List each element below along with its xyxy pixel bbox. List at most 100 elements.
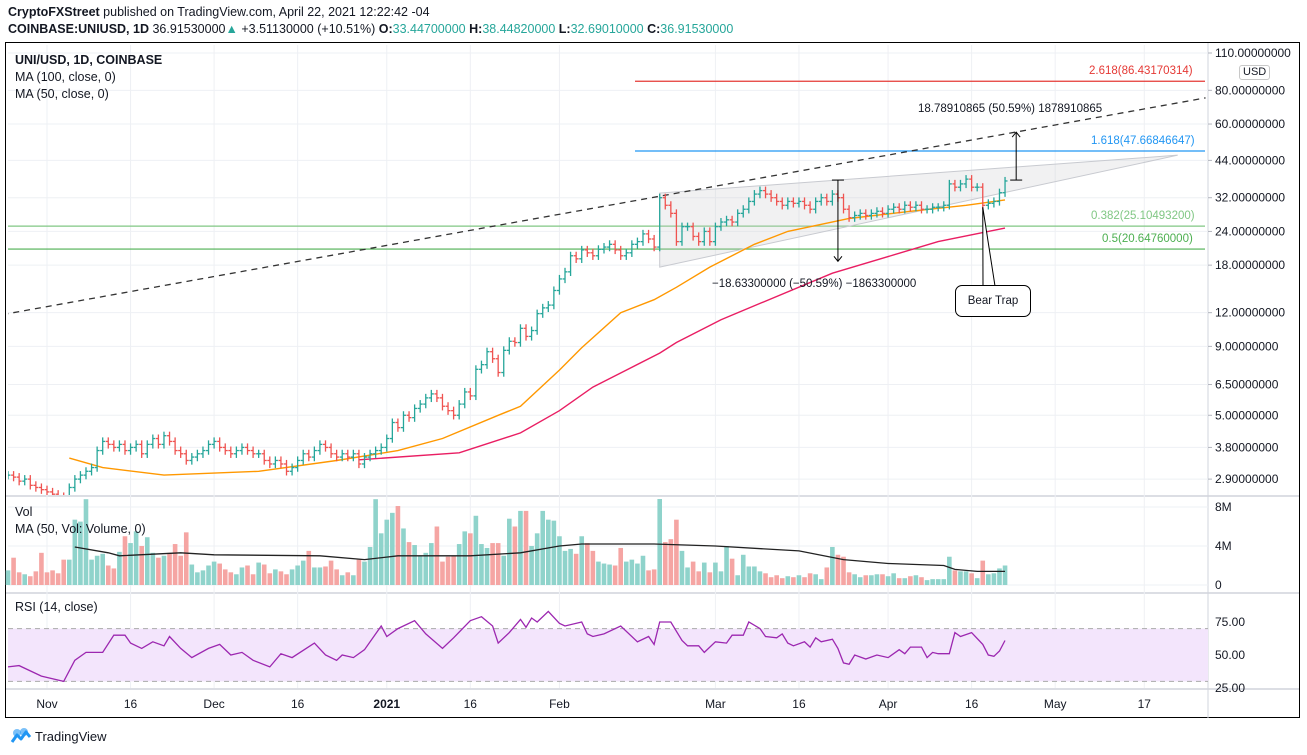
ohlc-bar: [941, 201, 947, 212]
ohlc-bar: [111, 440, 117, 452]
volume-bar: [323, 566, 328, 585]
measure-down-label: −18.63300000 (−50.59%) −1863300000: [712, 278, 917, 290]
volume-bar: [902, 578, 908, 585]
ohlc-bar: [774, 193, 780, 206]
volume-bar: [273, 569, 278, 585]
volume-bar: [629, 559, 635, 585]
price-pane: [8, 80, 1206, 495]
volume-bar: [640, 555, 646, 585]
ohlc-bar: [467, 387, 473, 401]
volume-bar: [512, 526, 518, 585]
ohlc-bar: [985, 199, 991, 210]
legend-ma100[interactable]: MA (100, close, 0): [15, 70, 116, 84]
volume-bar: [796, 575, 802, 585]
close-value: 36.91530000: [660, 22, 734, 36]
legend-rsi[interactable]: RSI (14, close): [15, 600, 98, 614]
ohlc-bar: [306, 449, 312, 462]
volume-bar: [752, 566, 757, 585]
ohlc-bar: [72, 475, 78, 492]
ohlc-bar: [83, 467, 89, 480]
volume-bar: [830, 546, 835, 585]
x-tick-label: 16: [291, 697, 305, 711]
volume-bar: [144, 537, 150, 585]
volume-bar: [462, 531, 468, 585]
ohlc-bar: [128, 443, 134, 455]
ohlc-bar: [245, 443, 251, 455]
vol-tick-label: 0: [1215, 578, 1222, 592]
volume-bar: [284, 574, 289, 585]
ohlc-bar: [880, 207, 885, 218]
rsi-tick-label: 50.00: [1215, 648, 1245, 662]
ohlc-bar: [451, 406, 457, 420]
last-price: 36.91530000: [152, 22, 226, 36]
volume-bar: [824, 567, 830, 585]
volume-bar: [1002, 565, 1008, 585]
ohlc-bar: [250, 446, 256, 458]
volume-bar: [763, 573, 768, 585]
ohlc-bar: [89, 463, 95, 476]
volume-bar: [306, 550, 312, 585]
volume-bar: [44, 572, 50, 585]
volume-bar: [390, 512, 395, 585]
ohlc-bar: [685, 222, 691, 231]
volume-bar: [468, 533, 473, 585]
ohlc-bar: [629, 240, 635, 257]
legend-vol[interactable]: Vol: [15, 505, 33, 519]
ohlc-bar: [896, 203, 902, 214]
volume-bar: [206, 565, 211, 585]
volume-bar: [607, 564, 612, 585]
price-tick-label: 6.50000000: [1215, 378, 1279, 392]
ohlc-bar: [907, 201, 913, 212]
publisher-name[interactable]: CryptoFXStreet: [8, 5, 100, 19]
volume-bar: [930, 579, 935, 585]
tradingview-logo[interactable]: TradingView: [10, 728, 107, 744]
ohlc-bar: [740, 205, 746, 218]
volume-bar: [958, 571, 963, 585]
ohlc-bar: [94, 446, 100, 472]
ohlc-bar: [623, 248, 629, 260]
ohlc-bar: [256, 449, 262, 458]
ohlc-bar: [930, 203, 936, 214]
x-tick-label: Mar: [705, 697, 726, 711]
ohlc-bar: [712, 222, 718, 246]
price-tick-label: 5.00000000: [1215, 408, 1279, 422]
volume-bar: [128, 543, 133, 585]
volume-bar: [50, 570, 55, 585]
ohlc-bar: [339, 449, 345, 462]
volume-bar: [986, 574, 991, 585]
volume-bar: [200, 570, 206, 585]
x-tick-label: 16: [965, 697, 979, 711]
volume-bar: [189, 564, 195, 585]
ohlc-bar: [556, 274, 562, 295]
open-value: 33.44700000: [392, 22, 466, 36]
volume-bar: [696, 571, 701, 585]
ohlc-bar: [428, 389, 434, 403]
volume-bar: [351, 575, 356, 585]
volume-bar: [507, 518, 512, 585]
ohlc-bar: [935, 203, 941, 212]
ohlc-bar: [172, 437, 178, 455]
volume-bar: [807, 573, 813, 585]
volume-bar: [195, 572, 200, 585]
volume-bar: [779, 578, 785, 585]
volume-bar: [612, 565, 618, 585]
ohlc-bar: [969, 175, 975, 192]
fib-0382-label: 0.382(25.10493200): [1091, 210, 1195, 222]
rsi-band: [8, 628, 1208, 682]
legend-ma50[interactable]: MA (50, close, 0): [15, 87, 109, 101]
ohlc-bar: [824, 193, 830, 206]
volume-bar: [885, 576, 891, 585]
ohlc-bar: [462, 387, 468, 409]
volume-bar: [846, 572, 852, 585]
bear-trap-label: Bear Trap: [967, 295, 1019, 307]
ohlc-bar: [891, 203, 897, 214]
volume-bar: [234, 574, 239, 585]
volume-bar: [362, 561, 367, 585]
volume-bar: [83, 499, 89, 585]
ohlc-bar: [974, 183, 980, 192]
close-label: C:: [647, 22, 661, 36]
legend-vol-ma[interactable]: MA (50, Vol: Volume, 0): [15, 522, 146, 536]
currency-badge[interactable]: USD: [1239, 65, 1271, 80]
open-label: O:: [378, 22, 393, 36]
